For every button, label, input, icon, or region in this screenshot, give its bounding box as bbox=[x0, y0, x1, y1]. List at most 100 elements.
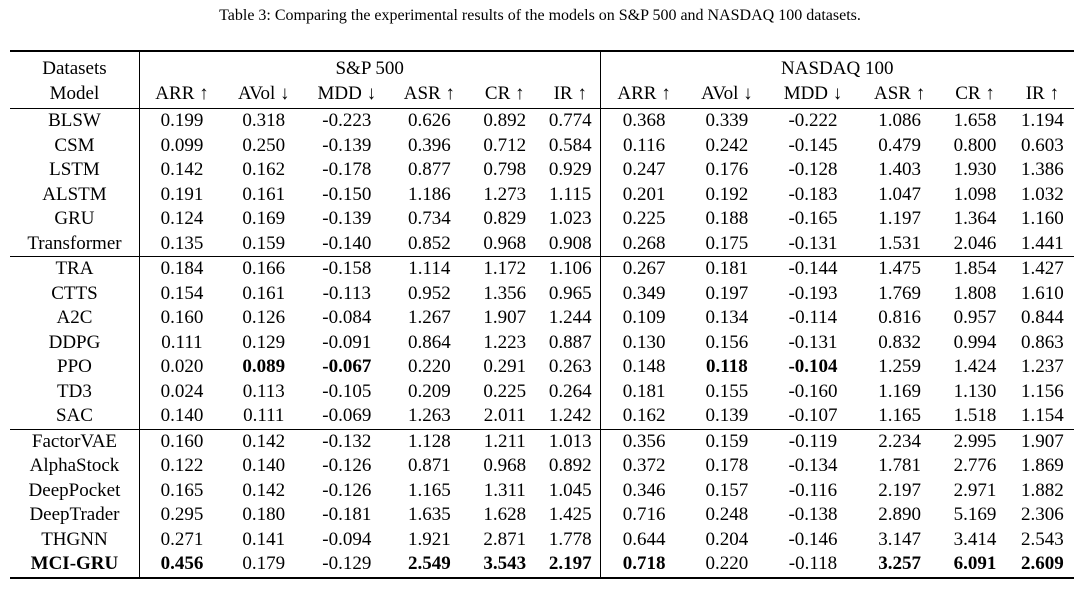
value-cell: 1.658 bbox=[953, 110, 997, 132]
value-cell: 0.020 bbox=[160, 356, 204, 378]
value-cell: 2.197 bbox=[540, 552, 601, 579]
value-cell: 1.778 bbox=[540, 527, 601, 552]
value-cell: 1.907 bbox=[1010, 428, 1074, 454]
model-name-cell: BLSW bbox=[10, 108, 140, 134]
value-cell: 0.267 bbox=[600, 256, 688, 282]
value-cell: 0.242 bbox=[705, 134, 749, 156]
value-cell: 0.396 bbox=[407, 134, 451, 156]
value-cell: 0.644 bbox=[622, 528, 666, 550]
value-cell: -0.131 bbox=[788, 232, 838, 254]
metric-header: AVol ↓ bbox=[687, 81, 767, 109]
sp500-group-header: S&P 500 bbox=[139, 50, 601, 81]
value-cell: 0.116 bbox=[623, 134, 666, 156]
value-cell: -0.113 bbox=[322, 282, 371, 304]
value-cell: 1.907 bbox=[483, 307, 527, 329]
value-cell: 1.169 bbox=[878, 380, 921, 402]
value-cell: 0.339 bbox=[705, 110, 749, 132]
value-cell: 0.175 bbox=[705, 232, 749, 254]
value-cell: 1.115 bbox=[540, 182, 601, 207]
value-cell: 1.172 bbox=[468, 256, 541, 282]
value-cell: 1.386 bbox=[1020, 159, 1064, 181]
value-cell: 1.364 bbox=[953, 208, 997, 230]
table-row: SAC 0.140 0.111 -0.069 1.263 2.011 1.242 0.162 0… bbox=[10, 404, 1074, 429]
value-cell: 1.156 bbox=[1020, 380, 1064, 402]
value-cell: 0.957 bbox=[953, 307, 997, 329]
value-cell: 1.259 bbox=[878, 356, 921, 378]
value-cell: 1.808 bbox=[953, 282, 997, 304]
table-row: AlphaStock 0.122 0.140 -0.126 0.871 0.968 0.89… bbox=[10, 454, 1074, 479]
value-cell: 0.161 bbox=[242, 183, 286, 205]
value-cell: 2.306 bbox=[1020, 504, 1064, 526]
value-cell: 0.877 bbox=[407, 159, 451, 181]
value-cell: 0.225 bbox=[483, 380, 527, 402]
value-cell: 1.194 bbox=[1020, 110, 1064, 132]
value-cell: 0.180 bbox=[242, 504, 286, 526]
value-cell: 0.118 bbox=[706, 356, 748, 378]
value-cell: 0.718 bbox=[600, 552, 688, 579]
value-cell: -0.223 bbox=[322, 110, 372, 132]
value-cell: 0.169 bbox=[242, 208, 286, 230]
value-cell: 0.124 bbox=[160, 208, 204, 230]
value-cell: 1.475 bbox=[859, 256, 940, 282]
value-cell: 0.126 bbox=[242, 307, 286, 329]
value-cell: 0.892 bbox=[483, 110, 527, 132]
value-cell: 3.257 bbox=[859, 552, 940, 579]
value-cell: 0.908 bbox=[540, 231, 601, 257]
metric-header: CR ↑ bbox=[468, 81, 541, 109]
value-cell: 2.549 bbox=[390, 552, 469, 579]
value-cell: 0.816 bbox=[878, 307, 921, 329]
value-cell: 0.142 bbox=[224, 428, 304, 454]
model-name-cell: FactorVAE bbox=[10, 428, 140, 454]
table-row: DDPG 0.111 0.129 -0.091 0.864 1.223 0.887 0.130… bbox=[10, 330, 1074, 355]
value-cell: -0.160 bbox=[788, 380, 838, 402]
value-cell: 0.248 bbox=[705, 504, 749, 526]
value-cell: 0.864 bbox=[407, 331, 451, 353]
value-cell: 2.890 bbox=[878, 504, 921, 526]
value-cell: -0.139 bbox=[322, 208, 372, 230]
table-body: BLSW 0.199 0.318 -0.223 0.626 0.892 0.774 0.368… bbox=[10, 108, 1074, 579]
value-cell: 0.852 bbox=[407, 232, 451, 254]
value-cell: 0.220 bbox=[407, 356, 451, 378]
value-cell: 0.271 bbox=[160, 528, 204, 550]
value-cell: 0.844 bbox=[1020, 307, 1064, 329]
model-name-cell: CSM bbox=[10, 133, 140, 158]
value-cell: 0.871 bbox=[407, 455, 451, 477]
value-cell: 0.800 bbox=[953, 134, 997, 156]
value-cell: 0.148 bbox=[622, 356, 666, 378]
value-cell: 2.543 bbox=[1020, 528, 1064, 550]
value-cell: -0.138 bbox=[788, 504, 838, 526]
value-cell: 0.712 bbox=[483, 134, 527, 156]
value-cell: 1.106 bbox=[540, 256, 601, 282]
value-cell: -0.134 bbox=[788, 455, 838, 477]
metric-header: CR ↑ bbox=[939, 81, 1011, 109]
value-cell: 0.863 bbox=[1020, 331, 1064, 353]
value-cell: -0.116 bbox=[788, 479, 838, 501]
value-cell: 0.716 bbox=[622, 504, 666, 526]
value-cell: 0.154 bbox=[160, 282, 204, 304]
value-cell: 0.178 bbox=[705, 455, 749, 477]
value-cell: 0.584 bbox=[540, 133, 601, 158]
table-caption: Table 3: Comparing the experimental resu… bbox=[219, 7, 861, 24]
model-name-cell: TD3 bbox=[10, 379, 140, 404]
value-cell: 1.769 bbox=[878, 282, 921, 304]
value-cell: 0.372 bbox=[622, 455, 666, 477]
metric-header: AVol ↓ bbox=[224, 81, 304, 109]
value-cell: 2.011 bbox=[483, 405, 526, 427]
value-cell: -0.104 bbox=[788, 356, 838, 378]
value-cell: 1.086 bbox=[878, 110, 921, 132]
value-cell: -0.128 bbox=[788, 159, 838, 181]
table-row: CTTS 0.154 0.161 -0.113 0.952 1.356 0.965 0.349… bbox=[10, 281, 1074, 306]
value-cell: 0.140 bbox=[242, 455, 286, 477]
value-cell: -0.144 bbox=[766, 256, 860, 282]
value-cell: 0.774 bbox=[540, 108, 601, 134]
table-row: PPO 0.020 0.089 -0.067 0.220 0.291 0.263 0.148 0… bbox=[10, 355, 1074, 380]
value-cell: 1.165 bbox=[407, 479, 451, 501]
value-cell: 0.162 bbox=[622, 405, 666, 427]
value-cell: 0.130 bbox=[622, 331, 666, 353]
value-cell: 0.346 bbox=[622, 479, 666, 501]
value-cell: 0.220 bbox=[687, 552, 767, 579]
value-cell: 1.023 bbox=[540, 207, 601, 232]
model-name-cell: DeepTrader bbox=[10, 503, 140, 528]
model-name-cell: TRA bbox=[10, 256, 140, 282]
value-cell: -0.181 bbox=[322, 504, 372, 526]
